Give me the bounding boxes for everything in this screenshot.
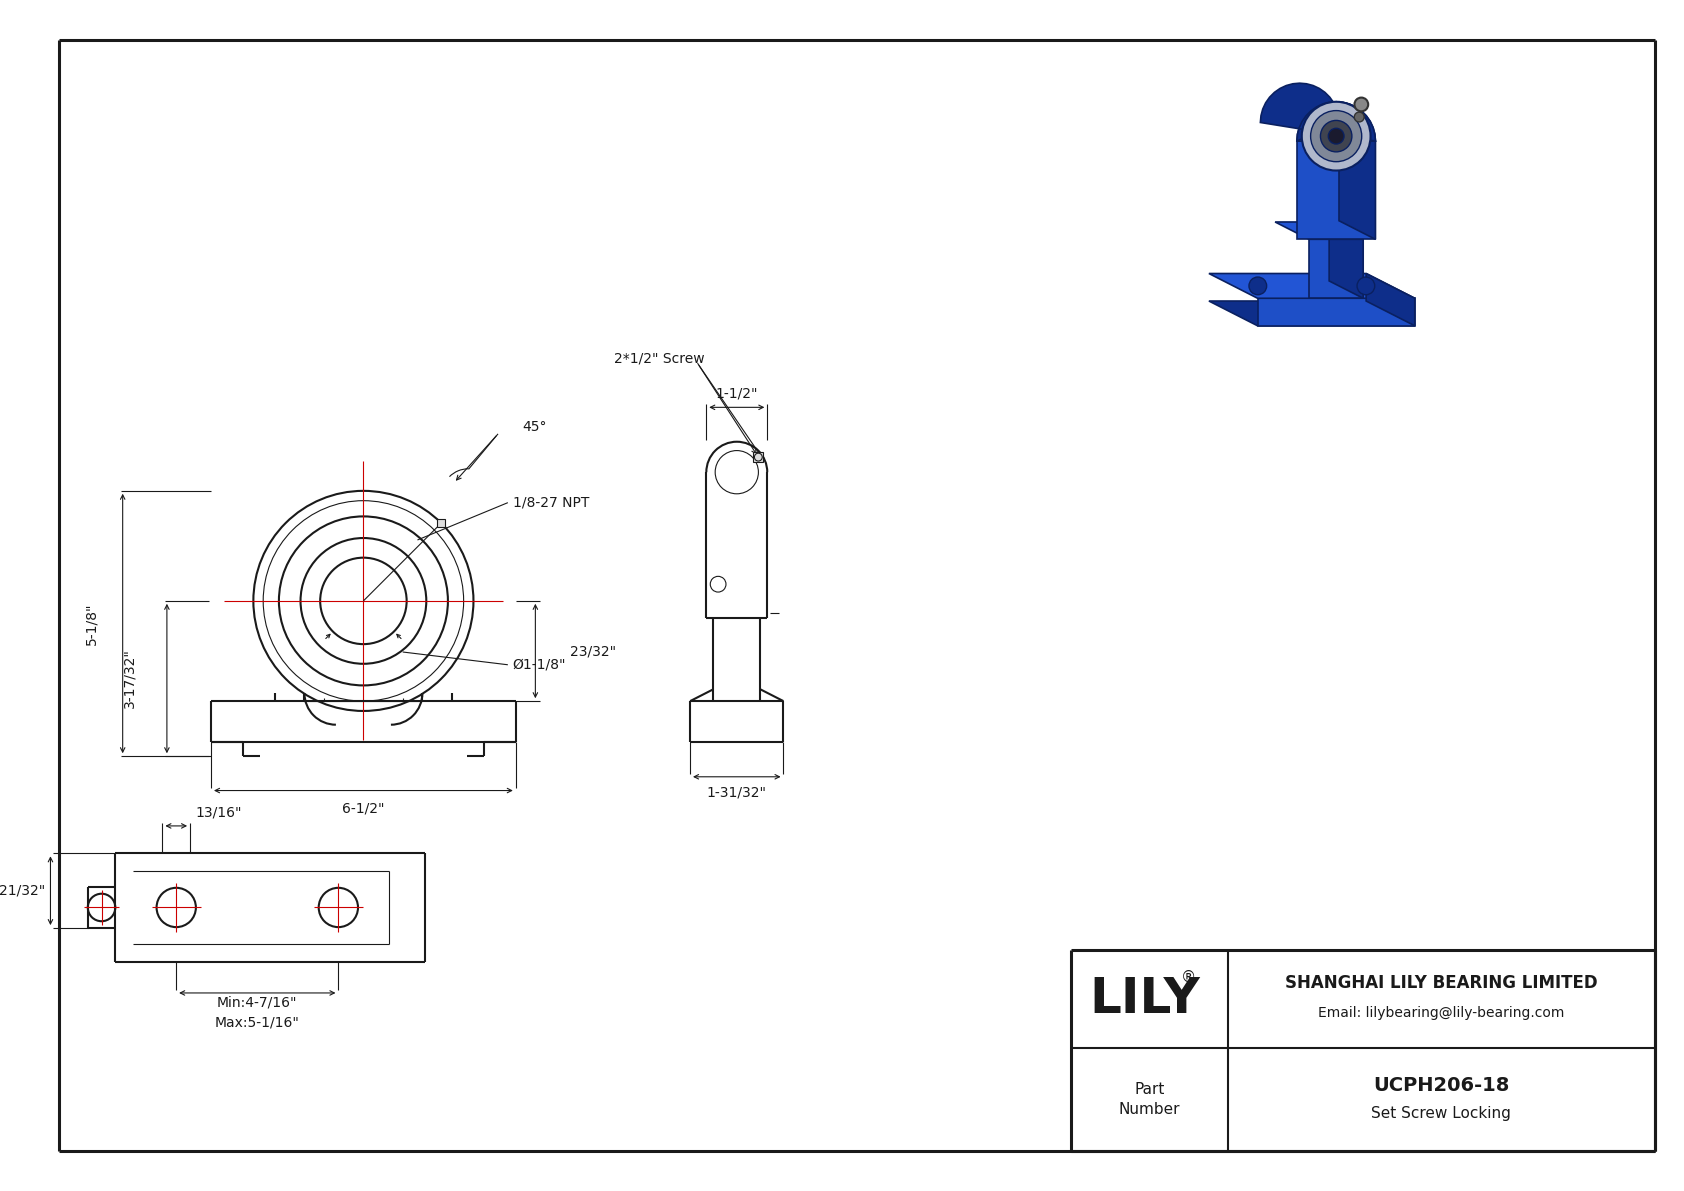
Circle shape <box>1354 98 1367 111</box>
Text: 23/32": 23/32" <box>569 644 616 657</box>
Text: 21/32": 21/32" <box>0 884 45 898</box>
Text: Max:5-1/16": Max:5-1/16" <box>216 1016 300 1029</box>
Polygon shape <box>1366 274 1415 326</box>
Circle shape <box>1250 278 1266 294</box>
Text: 6-1/2": 6-1/2" <box>342 802 384 815</box>
Text: SHANGHAI LILY BEARING LIMITED: SHANGHAI LILY BEARING LIMITED <box>1285 974 1598 992</box>
Polygon shape <box>1339 123 1376 239</box>
Text: Set Screw Locking: Set Screw Locking <box>1371 1105 1511 1121</box>
Polygon shape <box>753 453 763 462</box>
Text: 13/16": 13/16" <box>195 805 242 819</box>
Circle shape <box>1302 101 1371 170</box>
Polygon shape <box>1209 301 1415 326</box>
Polygon shape <box>1297 141 1376 239</box>
Text: 1-1/2": 1-1/2" <box>716 387 758 400</box>
Circle shape <box>1310 111 1362 162</box>
Polygon shape <box>1297 101 1376 141</box>
Polygon shape <box>1275 222 1362 239</box>
Text: Email: lilybearing@lily-bearing.com: Email: lilybearing@lily-bearing.com <box>1319 1005 1564 1019</box>
Text: Part: Part <box>1135 1083 1165 1097</box>
Text: 3-17/32": 3-17/32" <box>123 649 136 709</box>
Text: 2*1/2" Screw: 2*1/2" Screw <box>615 351 704 366</box>
Circle shape <box>1357 278 1374 294</box>
Circle shape <box>1329 129 1344 144</box>
Text: 1/8-27 NPT: 1/8-27 NPT <box>512 495 589 510</box>
Polygon shape <box>1260 83 1376 141</box>
Text: LILY: LILY <box>1090 975 1201 1023</box>
Polygon shape <box>1308 239 1362 298</box>
Circle shape <box>1354 112 1364 121</box>
Text: 1-31/32": 1-31/32" <box>707 786 766 799</box>
Polygon shape <box>438 519 445 528</box>
Polygon shape <box>1209 274 1415 298</box>
Text: 45°: 45° <box>522 420 547 434</box>
Text: 5-1/8": 5-1/8" <box>84 603 98 644</box>
Text: UCPH206-18: UCPH206-18 <box>1372 1077 1509 1096</box>
Text: Number: Number <box>1118 1102 1180 1117</box>
Polygon shape <box>1329 222 1362 298</box>
Polygon shape <box>1258 298 1415 326</box>
Text: ®: ® <box>1180 969 1196 985</box>
Text: Ø1-1/8": Ø1-1/8" <box>512 657 566 672</box>
Circle shape <box>1320 120 1352 152</box>
Text: Min:4-7/16": Min:4-7/16" <box>217 996 298 1010</box>
